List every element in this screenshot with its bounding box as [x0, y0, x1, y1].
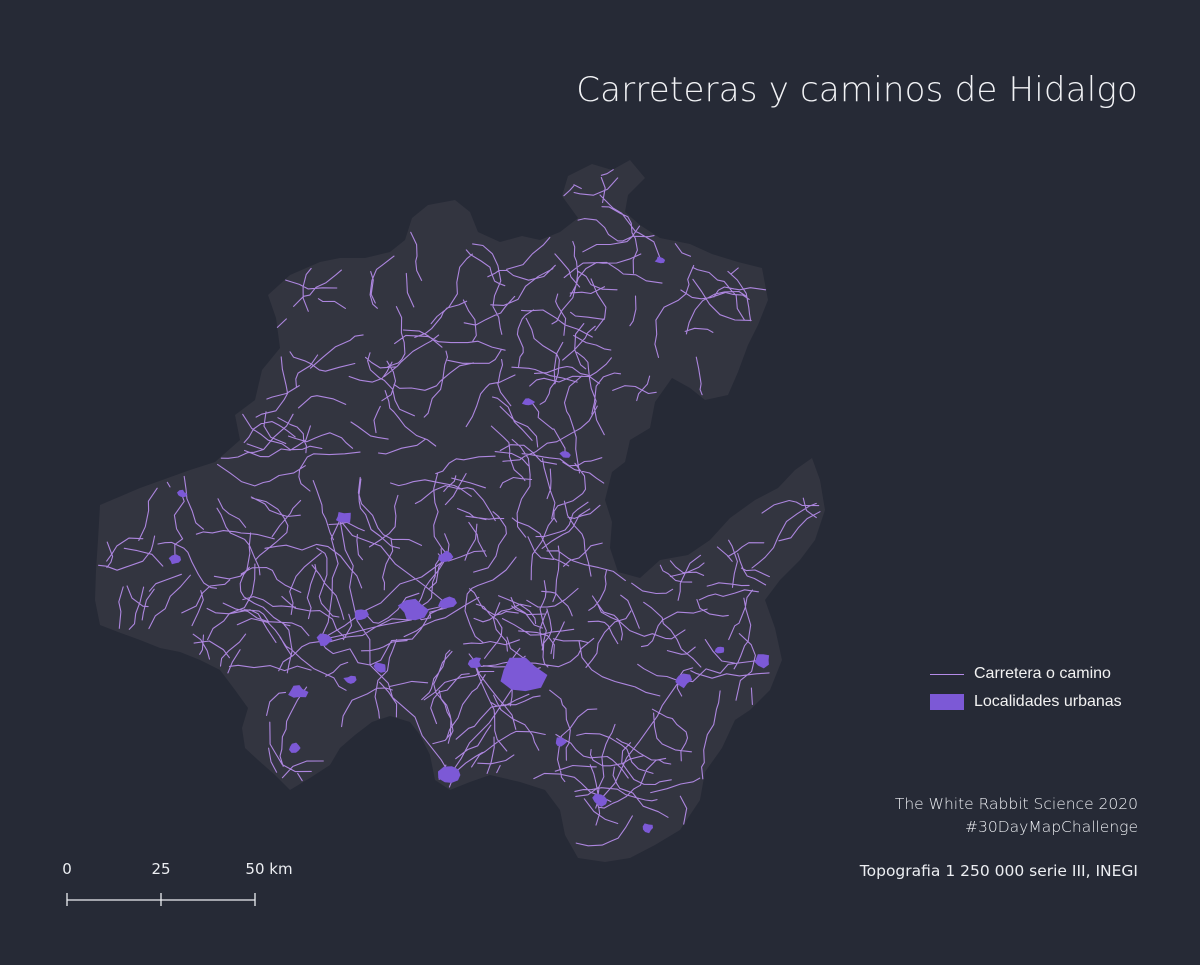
urban-area: [168, 554, 182, 565]
scale-bar-graphic: [66, 893, 256, 906]
urban-area: [343, 675, 357, 684]
legend-item-roads: Carretera o camino: [930, 660, 1122, 688]
urban-area: [438, 550, 454, 563]
data-source: Topografia 1 250 000 serie III, INEGI: [859, 862, 1138, 880]
urban-areas: [168, 256, 770, 834]
map-title: Carreteras y caminos de Hidalgo: [576, 70, 1138, 110]
state-outline: [95, 160, 825, 862]
urban-area: [373, 662, 386, 673]
urban-area: [288, 685, 309, 698]
scale-bar: 0 25 50 km: [56, 860, 296, 910]
scale-label-0: 0: [62, 860, 72, 878]
road-line-swatch: [930, 673, 964, 675]
credit-hashtag: #30DayMapChallenge: [965, 818, 1138, 836]
urban-area: [289, 742, 301, 753]
legend-label-roads: Carretera o camino: [974, 665, 1111, 682]
urban-area: [754, 654, 770, 669]
urban-area: [335, 512, 351, 523]
credit-author: The White Rabbit Science 2020: [894, 795, 1138, 813]
urban-area: [559, 451, 571, 458]
legend-label-urban: Localidades urbanas: [974, 693, 1122, 710]
urban-area: [592, 793, 608, 807]
urban-area: [438, 596, 457, 609]
urban-area: [438, 766, 461, 783]
urban-area: [500, 657, 548, 692]
urban-area-swatch: [930, 694, 964, 710]
credits: The White Rabbit Science 2020 #30DayMapC…: [895, 793, 1138, 839]
urban-area: [521, 398, 536, 406]
scale-label-50: 50 km: [245, 860, 293, 878]
urban-area: [714, 646, 725, 654]
urban-area: [555, 737, 567, 747]
urban-area: [316, 633, 333, 646]
urban-area: [397, 598, 429, 621]
urban-area: [654, 256, 666, 264]
urban-area: [354, 609, 369, 621]
scale-label-25: 25: [151, 860, 171, 878]
urban-area: [467, 657, 482, 668]
legend-item-urban: Localidades urbanas: [930, 688, 1122, 716]
urban-area: [177, 489, 188, 498]
urban-area: [675, 673, 693, 689]
map-legend: Carretera o camino Localidades urbanas: [930, 660, 1122, 716]
urban-area: [642, 823, 653, 834]
